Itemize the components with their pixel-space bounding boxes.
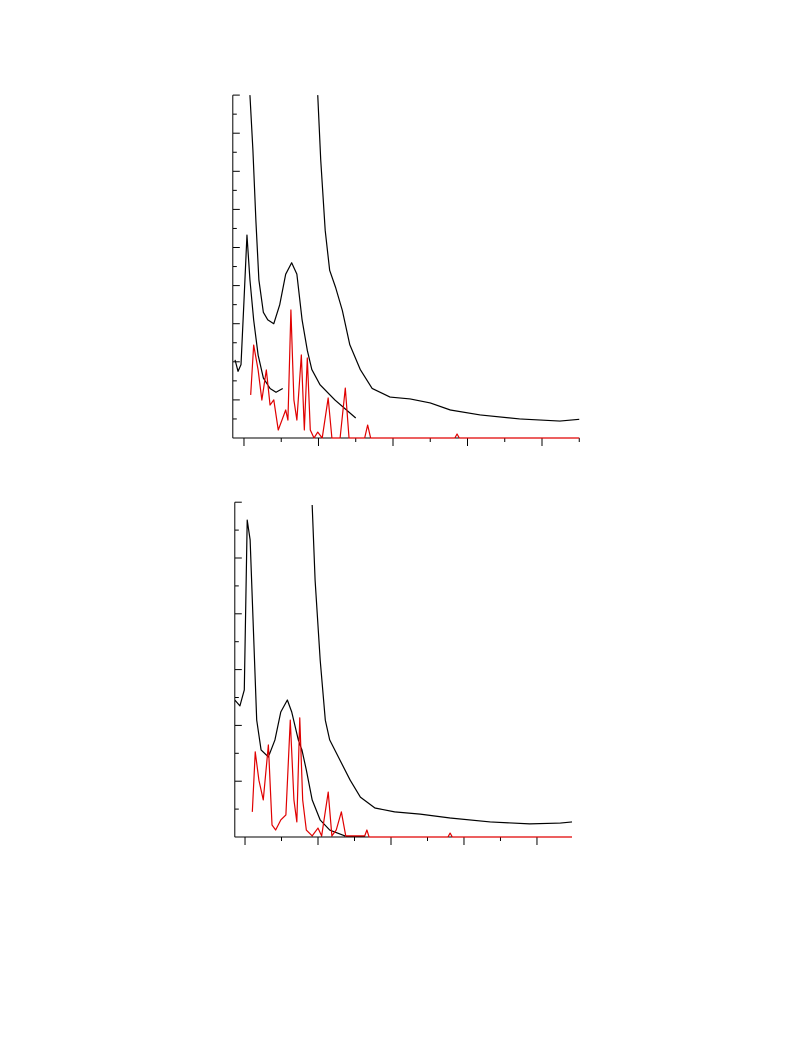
curve <box>234 519 346 837</box>
curve <box>250 309 580 439</box>
curve <box>311 504 573 825</box>
curve <box>317 95 580 422</box>
curve <box>234 234 284 393</box>
curve <box>249 95 357 419</box>
curve <box>251 717 572 838</box>
